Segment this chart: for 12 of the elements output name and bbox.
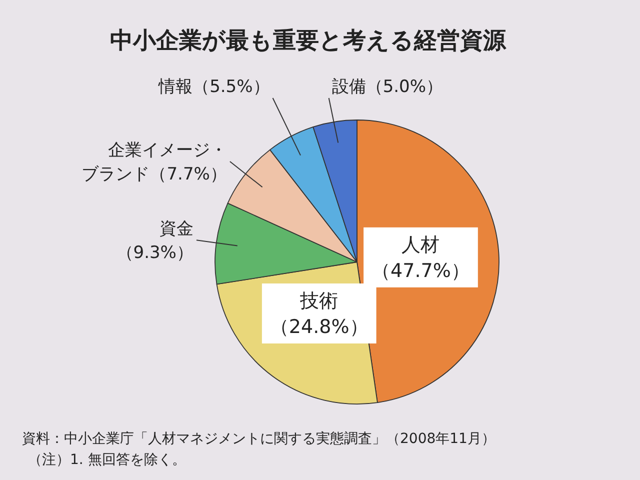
slice-label: 資金 bbox=[159, 219, 194, 240]
slice-label: 企業イメージ・ブランド（7.7%） bbox=[82, 140, 227, 185]
text: 資料：中小企業庁「人材マネジメントに関する実態調査」（2008年11月） bbox=[22, 431, 496, 447]
slice-label: 人材 bbox=[402, 234, 440, 256]
slice-label: 情報（5.5%） bbox=[158, 77, 270, 97]
chart-title: 中小企業が最も重要と考える経営資源 bbox=[110, 28, 507, 54]
slice-label: 設備（5.0%） bbox=[332, 77, 444, 97]
data-label: （47.7%） bbox=[372, 260, 470, 282]
slice-label: 技術 bbox=[299, 290, 338, 312]
text: （注）1. 無回答を除く。 bbox=[28, 452, 186, 468]
data-label: （24.8%） bbox=[270, 316, 368, 338]
data-label: （9.3%） bbox=[116, 243, 194, 264]
